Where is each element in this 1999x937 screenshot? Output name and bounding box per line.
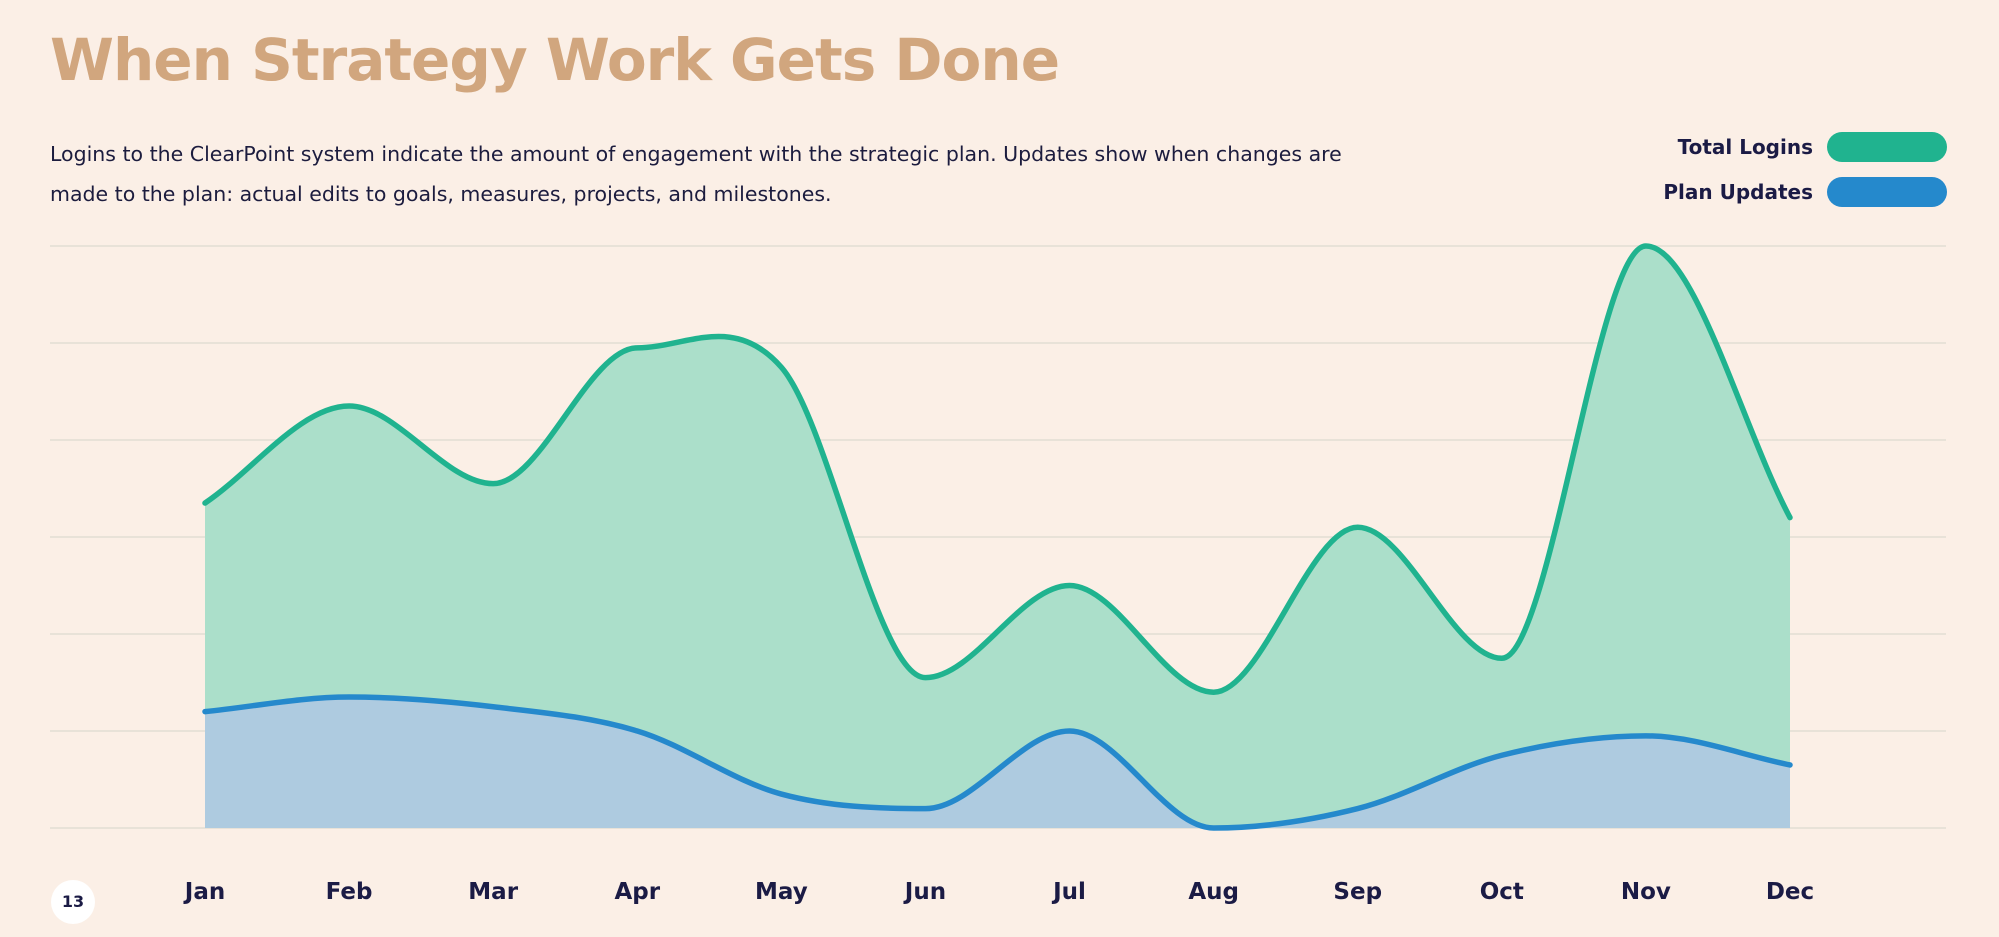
legend-swatch-total-logins (1827, 132, 1947, 162)
series-line-plan-updates (202, 694, 1793, 831)
x-tick-label: Jul (1051, 879, 1086, 905)
x-tick-label: Nov (1621, 879, 1671, 905)
x-tick-label: Oct (1480, 879, 1524, 905)
area-fill-plan-updates (205, 697, 1790, 828)
chart-description: Logins to the ClearPoint system indicate… (50, 142, 1342, 206)
x-tick-label: Dec (1766, 879, 1814, 905)
x-tick-label: Feb (326, 879, 373, 905)
page-number: 13 (51, 880, 95, 924)
x-tick-label: Jun (903, 879, 946, 905)
x-tick-label: Aug (1188, 879, 1239, 905)
legend-label-plan-updates: Plan Updates (1663, 180, 1813, 204)
legend-item-plan-updates: Plan Updates (1663, 177, 1947, 207)
x-tick-label: Sep (1333, 879, 1382, 905)
legend-label-total-logins: Total Logins (1677, 135, 1813, 159)
area-fill-total-logins (205, 246, 1790, 828)
legend-swatch-plan-updates (1827, 177, 1947, 207)
x-tick-label: Jan (183, 879, 225, 905)
x-tick-label: Mar (468, 879, 518, 905)
chart-legend: Total Logins Plan Updates (1663, 132, 1947, 222)
legend-item-total-logins: Total Logins (1663, 132, 1947, 162)
x-tick-label: Apr (614, 879, 660, 905)
x-tick-label: May (755, 879, 808, 905)
page-title: When Strategy Work Gets Done (50, 26, 1060, 94)
series-line-total-logins (202, 243, 1793, 695)
